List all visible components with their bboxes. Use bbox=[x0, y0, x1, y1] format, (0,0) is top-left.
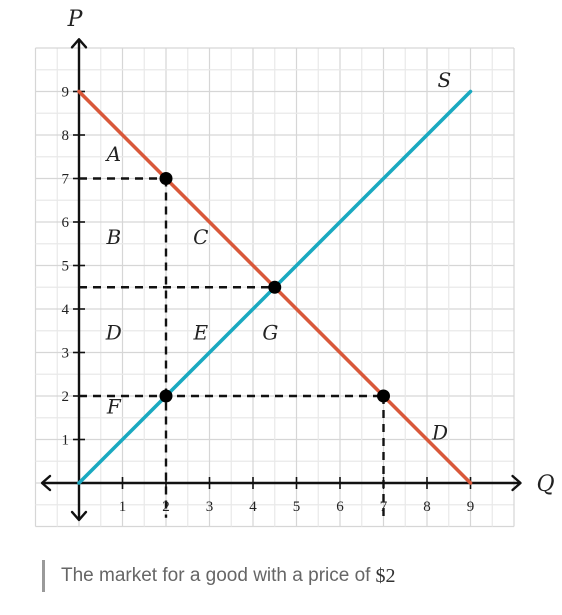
y-tick-label: 1 bbox=[62, 433, 70, 449]
region-label-e: E bbox=[192, 320, 208, 344]
x-tick-label: 9 bbox=[467, 499, 475, 515]
caption-text: The market for a good with a price of bbox=[61, 565, 371, 586]
x-tick-label: 3 bbox=[206, 499, 214, 515]
curve-label-d: D bbox=[431, 421, 448, 445]
region-label-c: C bbox=[193, 225, 208, 249]
x-tick-label: 4 bbox=[249, 499, 257, 515]
y-tick-label: 6 bbox=[62, 215, 70, 231]
region-label-a: A bbox=[105, 142, 121, 166]
y-tick-label: 4 bbox=[62, 302, 70, 318]
x-tick-label: 6 bbox=[336, 499, 344, 515]
axes bbox=[40, 38, 522, 522]
y-tick-label: 7 bbox=[62, 172, 70, 188]
y-tick-label: 8 bbox=[62, 128, 70, 144]
y-tick-label: 2 bbox=[62, 389, 70, 405]
x-axis-title: Q bbox=[537, 472, 555, 497]
y-tick-label: 3 bbox=[62, 346, 70, 362]
caption: The market for a good with a price of $2 bbox=[42, 560, 395, 592]
region-label-g: G bbox=[262, 320, 278, 344]
point bbox=[377, 389, 390, 403]
point bbox=[159, 389, 173, 403]
region-label-d: D bbox=[105, 320, 122, 344]
points bbox=[159, 172, 390, 403]
curve-label-s: S bbox=[438, 68, 452, 92]
region-label-b: B bbox=[105, 225, 121, 249]
labels: 1 2 3 4 5 6 7 8 9 1 2 3 4 5 6 7 8 9 P Q A B C D E G F S D bbox=[62, 7, 555, 515]
point bbox=[268, 280, 282, 294]
y-axis-arrow-down bbox=[70, 510, 88, 522]
x-tick-label: 1 bbox=[119, 499, 127, 515]
y-tick-label: 9 bbox=[62, 85, 70, 101]
y-tick-label: 5 bbox=[62, 259, 70, 275]
supply-demand-chart: 1 2 3 4 5 6 7 8 9 1 2 3 4 5 6 7 8 9 P Q A B C D E G F S D bbox=[34, 7, 555, 528]
x-tick-label: 7 bbox=[380, 499, 388, 515]
x-tick-label: 2 bbox=[162, 499, 170, 515]
y-axis-title: P bbox=[67, 7, 84, 32]
caption-price: $2 bbox=[375, 564, 396, 587]
x-axis-arrow-left bbox=[40, 474, 52, 492]
x-axis-arrow-right bbox=[511, 474, 522, 492]
dashed-guides bbox=[79, 177, 385, 518]
region-label-f: F bbox=[106, 394, 122, 418]
x-tick-label: 5 bbox=[293, 499, 301, 515]
y-axis-arrow-up bbox=[70, 38, 88, 49]
x-tick-label: 8 bbox=[423, 499, 431, 515]
point bbox=[159, 172, 173, 185]
